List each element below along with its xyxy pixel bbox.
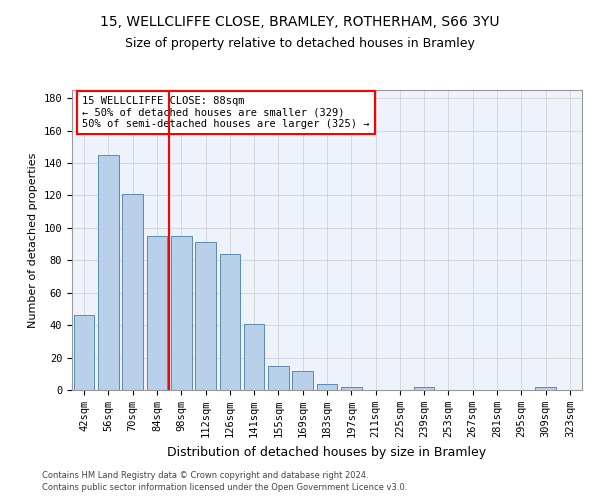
Bar	[414, 387, 434, 390]
Y-axis label: Number of detached properties: Number of detached properties	[28, 152, 38, 328]
Bar	[268, 366, 289, 390]
Bar	[341, 387, 362, 390]
Bar	[220, 254, 240, 390]
Bar	[292, 370, 313, 390]
Bar	[122, 194, 143, 390]
Text: 15, WELLCLIFFE CLOSE, BRAMLEY, ROTHERHAM, S66 3YU: 15, WELLCLIFFE CLOSE, BRAMLEY, ROTHERHAM…	[100, 15, 500, 29]
Text: 15 WELLCLIFFE CLOSE: 88sqm
← 50% of detached houses are smaller (329)
50% of sem: 15 WELLCLIFFE CLOSE: 88sqm ← 50% of deta…	[82, 96, 370, 129]
Bar	[74, 316, 94, 390]
X-axis label: Distribution of detached houses by size in Bramley: Distribution of detached houses by size …	[167, 446, 487, 458]
Bar	[171, 236, 191, 390]
Bar	[146, 236, 167, 390]
Bar	[535, 387, 556, 390]
Text: Contains public sector information licensed under the Open Government Licence v3: Contains public sector information licen…	[42, 484, 407, 492]
Bar	[195, 242, 216, 390]
Text: Size of property relative to detached houses in Bramley: Size of property relative to detached ho…	[125, 38, 475, 51]
Bar	[98, 155, 119, 390]
Bar	[317, 384, 337, 390]
Text: Contains HM Land Registry data © Crown copyright and database right 2024.: Contains HM Land Registry data © Crown c…	[42, 471, 368, 480]
Bar	[244, 324, 265, 390]
